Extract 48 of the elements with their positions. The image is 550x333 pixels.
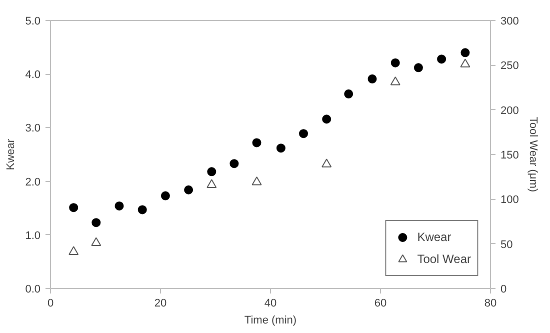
x-axis-title: Time (min) [244,314,297,326]
y-tick-label: 5.0 [25,16,41,28]
point [299,129,308,138]
point [68,246,79,255]
x-tick-label: 60 [374,298,387,310]
y-axis-title: Kwear [5,138,18,170]
y-tick-label: 3.0 [25,122,41,135]
point [460,48,470,58]
y-tick-label: 2.0 [25,176,41,188]
point [276,144,286,153]
legend-label: Tool Wear [417,252,471,266]
y2-tick-label: 100 [500,194,519,206]
point [322,114,332,124]
y2-tick-label: 300 [500,16,519,28]
point [390,58,400,68]
point [252,176,262,186]
y-tick-label: 4.0 [25,69,41,82]
point [92,218,101,228]
y-tick-label: 0.0 [25,284,41,296]
y2-tick-label: 0 [500,284,507,296]
point [160,191,170,200]
y-tick-label: 1.0 [25,230,41,242]
y2-tick-label: 250 [500,60,519,72]
point [368,74,377,84]
point [437,54,446,64]
y2-tick-label: 200 [500,104,519,117]
point [230,159,239,168]
point [390,76,400,86]
point [91,237,102,246]
x-tick-label: 80 [484,298,497,310]
point [414,63,423,72]
x-tick-label: 0 [47,298,54,310]
y2-tick-label: 150 [500,150,519,162]
point [322,158,332,168]
x-tick-label: 40 [264,298,277,310]
point [252,138,262,148]
point [206,179,217,188]
point [184,185,194,194]
point [138,205,147,214]
point [114,201,124,210]
y2-tick-label: 50 [500,238,513,251]
x-tick-label: 20 [154,298,167,310]
point [207,167,216,176]
legend-label: Kwear [417,230,452,244]
point [344,89,354,98]
y2-axis-title: Tool Wear (μm) [526,116,539,192]
point [460,58,470,68]
point [69,203,78,212]
